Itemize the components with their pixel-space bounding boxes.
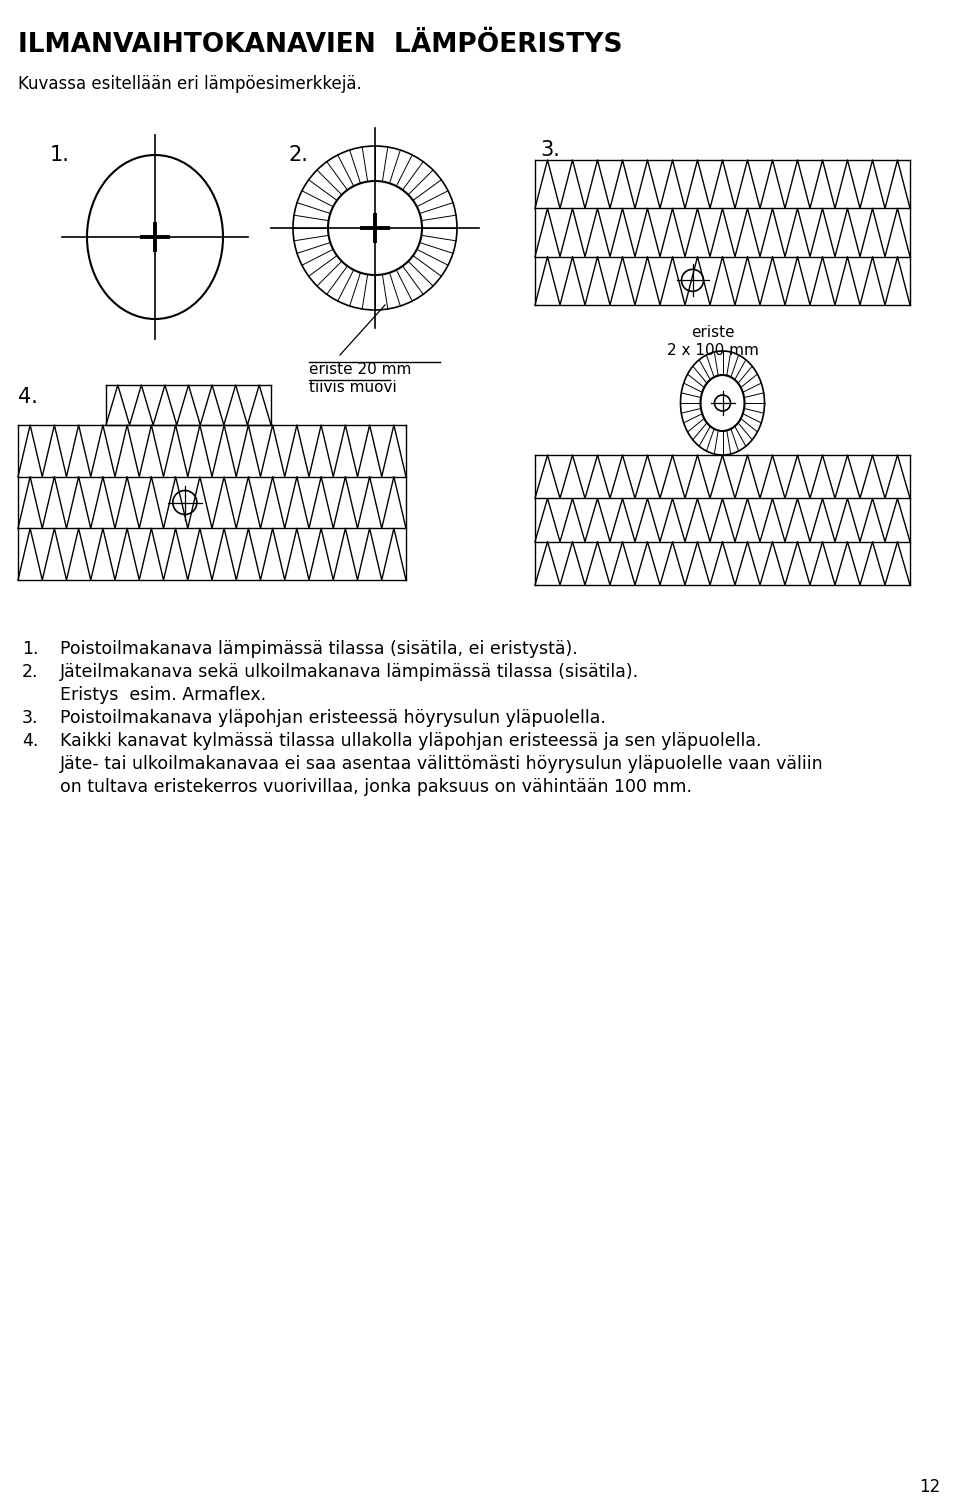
Text: 12: 12 [919, 1477, 940, 1495]
Text: eriste: eriste [690, 325, 734, 340]
Text: 3.: 3. [22, 709, 38, 727]
Text: 2 x 100 mm: 2 x 100 mm [666, 343, 758, 358]
Text: Jäteilmakanava sekä ulkoilmakanava lämpimässä tilassa (sisätila).: Jäteilmakanava sekä ulkoilmakanava lämpi… [60, 663, 639, 681]
Text: 4.: 4. [22, 732, 38, 750]
Text: Eristys  esim. Armaflex.: Eristys esim. Armaflex. [60, 685, 266, 703]
Text: Kuvassa esitellään eri lämpöesimerkkejä.: Kuvassa esitellään eri lämpöesimerkkejä. [18, 75, 362, 93]
Text: ILMANVAIHTOKANAVIEN  LÄMPÖERISTYS: ILMANVAIHTOKANAVIEN LÄMPÖERISTYS [18, 32, 622, 59]
Text: Poistoilmakanava lämpimässä tilassa (sisätila, ei eristystä).: Poistoilmakanava lämpimässä tilassa (sis… [60, 640, 578, 658]
Text: Jäte- tai ulkoilmakanavaa ei saa asentaa välittömästi höyrysulun yläpuolelle vaa: Jäte- tai ulkoilmakanavaa ei saa asentaa… [60, 755, 824, 773]
Text: 1.: 1. [22, 640, 38, 658]
Text: Kaikki kanavat kylmässä tilassa ullakolla yläpohjan eristeessä ja sen yläpuolell: Kaikki kanavat kylmässä tilassa ullakoll… [60, 732, 761, 750]
Text: 2.: 2. [288, 144, 308, 165]
Text: 4.: 4. [18, 386, 37, 407]
Text: tiivis muovi: tiivis muovi [309, 380, 396, 395]
Text: 1.: 1. [50, 144, 70, 165]
Text: eriste 20 mm: eriste 20 mm [309, 362, 412, 377]
Text: 2.: 2. [22, 663, 38, 681]
Text: 3.: 3. [540, 140, 560, 159]
Text: Poistoilmakanava yläpohjan eristeessä höyrysulun yläpuolella.: Poistoilmakanava yläpohjan eristeessä hö… [60, 709, 606, 727]
Text: on tultava eristekerros vuorivillaa, jonka paksuus on vähintään 100 mm.: on tultava eristekerros vuorivillaa, jon… [60, 779, 692, 797]
